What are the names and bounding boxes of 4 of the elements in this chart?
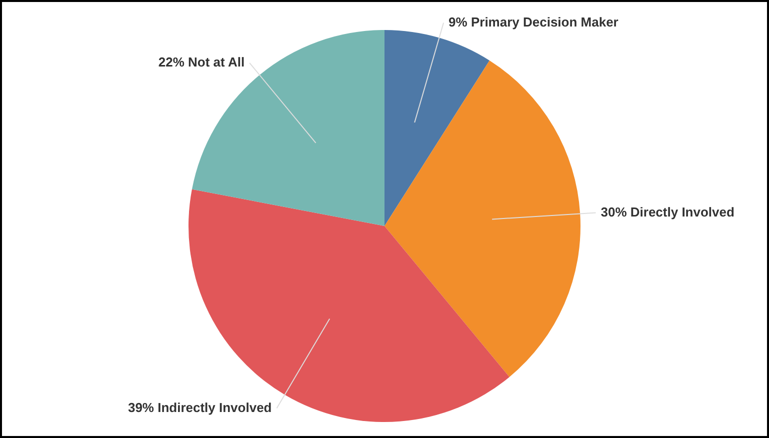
slice-label: 39% Indirectly Involved bbox=[128, 400, 272, 415]
slice-label: 9% Primary Decision Maker bbox=[448, 14, 618, 30]
slice-label: 22% Not at All bbox=[158, 54, 245, 70]
slice-label: 30% Directly Involved bbox=[600, 204, 734, 220]
